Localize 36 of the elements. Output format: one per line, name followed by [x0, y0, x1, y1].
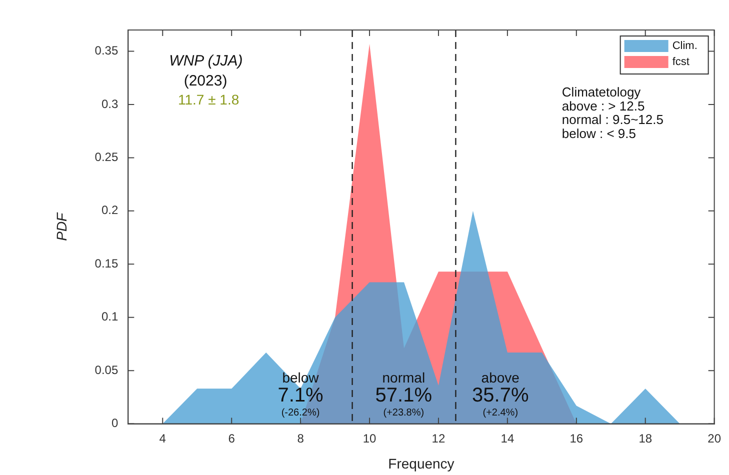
- x-tick-label: 10: [362, 431, 377, 446]
- y-tick-label: 0.1: [101, 310, 118, 324]
- x-tick-label: 6: [228, 431, 236, 446]
- annotation: below : < 9.5: [562, 126, 636, 141]
- y-tick-label: 0: [111, 416, 118, 430]
- annotation: 7.1%: [278, 384, 324, 407]
- y-tick-label: 0.05: [94, 362, 118, 377]
- x-tick-label: 18: [638, 431, 652, 446]
- annotation: WNP (JJA): [169, 52, 243, 70]
- annotation: (-26.2%): [281, 408, 320, 419]
- x-tick-label: 20: [708, 431, 722, 446]
- x-tick-label: 14: [500, 431, 514, 446]
- annotation: 35.7%: [472, 384, 529, 407]
- x-axis-title: Frequency: [388, 455, 454, 472]
- annotation: normal : 9.5~12.5: [562, 112, 664, 128]
- annotation: (+2.4%): [482, 408, 518, 419]
- x-tick-label: 8: [297, 431, 304, 446]
- y-tick-label: 0.3: [101, 96, 118, 111]
- y-axis-title: PDF: [53, 211, 70, 241]
- annotation: (+23.8%): [383, 408, 424, 419]
- y-tick-label: 0.15: [94, 256, 118, 270]
- x-tick-label: 4: [159, 431, 166, 446]
- annotation: Climatetology: [562, 84, 642, 100]
- annotation: 11.7 ± 1.8: [178, 92, 240, 108]
- annotation: above: [481, 369, 520, 386]
- y-tick-label: 0.25: [94, 150, 118, 164]
- y-tick-label: 0.2: [101, 203, 118, 218]
- x-tick-label: 16: [570, 431, 584, 446]
- legend-label: Clim.: [672, 40, 698, 52]
- annotation: (2023): [184, 72, 228, 90]
- y-tick-label: 0.35: [94, 44, 118, 58]
- annotation: above : > 12.5: [562, 98, 645, 114]
- x-tick-label: 12: [432, 431, 446, 446]
- annotation: 57.1%: [375, 384, 432, 407]
- legend-label: fcst: [672, 56, 690, 68]
- annotation: normal: [382, 369, 426, 386]
